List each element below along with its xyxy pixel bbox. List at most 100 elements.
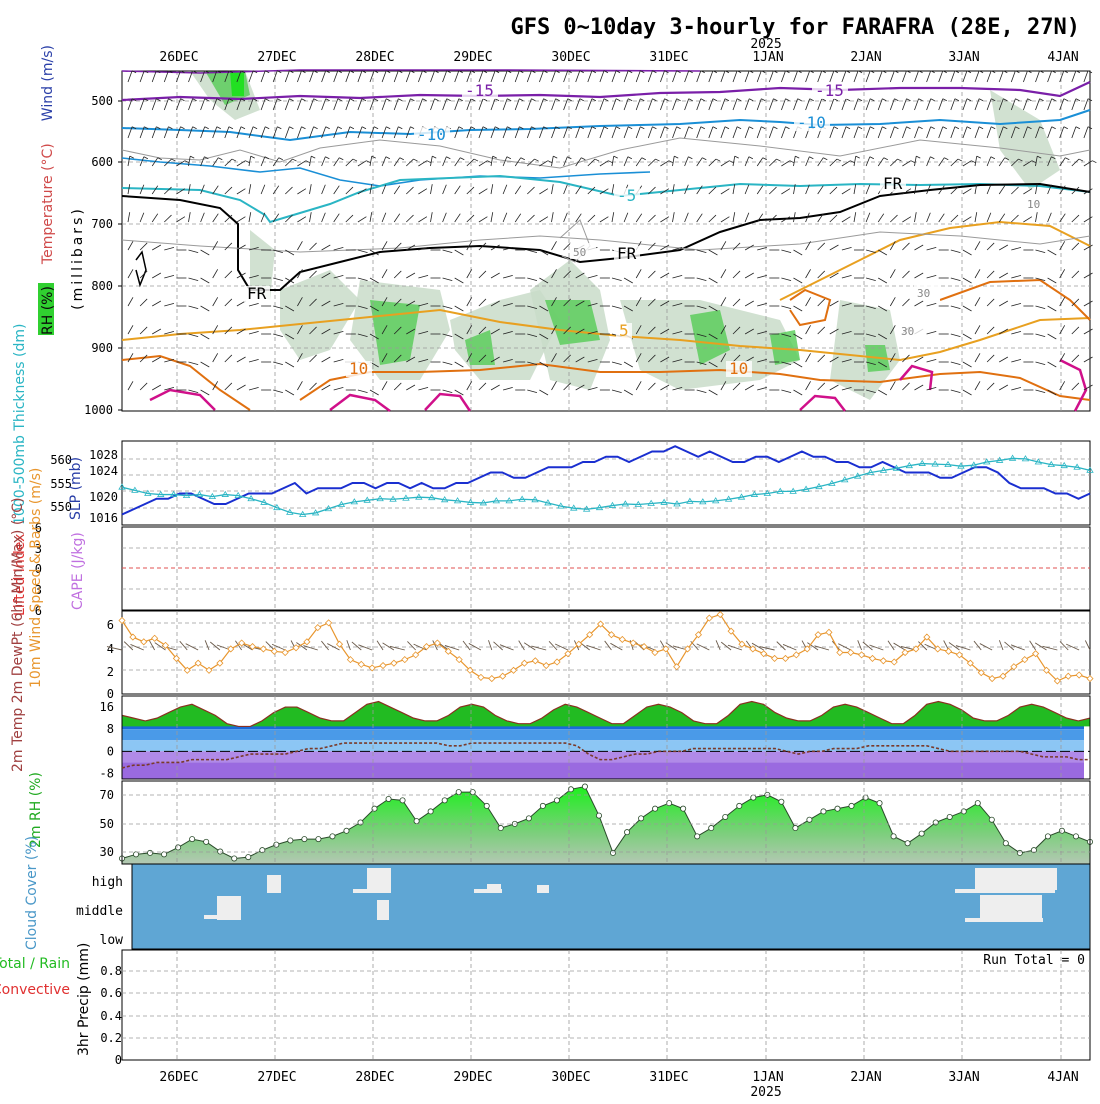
wind-barb [490, 300, 500, 307]
rh-marker [652, 805, 659, 812]
wind-barb-flag [664, 126, 669, 130]
wind-barb [490, 184, 494, 195]
thickness-marker [1021, 455, 1030, 462]
wind-barb [164, 186, 172, 195]
wind-barb [454, 389, 464, 396]
wind-barb [950, 70, 956, 83]
wind-barb [406, 300, 416, 307]
rh-marker [1044, 833, 1051, 840]
wind-barb-flag [567, 98, 572, 102]
wind-barb [974, 297, 981, 307]
thickness-marker [918, 459, 926, 466]
wind-barb-flag [492, 155, 497, 159]
wind-barb [805, 269, 811, 279]
thickness-marker [247, 494, 255, 502]
wind-barb-flag [277, 70, 282, 74]
wind-barb [841, 160, 851, 167]
wind-barb-flag [628, 126, 633, 130]
wind-barb [393, 157, 401, 167]
wind-barb [502, 247, 513, 251]
wind-barb [478, 188, 488, 195]
wind-barb-flag [543, 126, 548, 130]
wind-barb-flag [507, 70, 512, 74]
wind-barb-flag [371, 155, 376, 159]
wind-barb-10m [1065, 643, 1080, 651]
wind-barb-flag [966, 70, 972, 74]
wind-barb [1083, 272, 1093, 279]
wind-speed-marker [825, 628, 833, 636]
wind-barb [950, 98, 956, 111]
wind-barb [309, 270, 317, 279]
wind-barb [865, 156, 871, 167]
wind-barb [998, 126, 1004, 139]
wind-barb [623, 212, 629, 223]
wind-barb [212, 325, 219, 335]
wind-barb-flag [228, 70, 234, 74]
wind-barb [466, 98, 472, 111]
wind-barb [297, 269, 303, 279]
wind-barb [648, 270, 656, 279]
wind-barb-flag [204, 126, 209, 130]
wind-barb-flag [337, 126, 342, 130]
wind-barb [1059, 213, 1066, 223]
wind-barb-10m [751, 642, 764, 651]
rh-marker [778, 798, 785, 805]
wind-barb [672, 359, 683, 363]
wind-barb [345, 126, 351, 139]
wind-barb-flag [373, 126, 379, 130]
wind-barb [599, 188, 609, 195]
wind-barb [950, 214, 959, 223]
date-label-bottom: 4JAN [1047, 1070, 1078, 1085]
wind-speed-marker [890, 658, 898, 666]
wind-barb [793, 156, 796, 167]
thickness-marker [350, 498, 359, 505]
rh-marker [890, 833, 897, 840]
rh-marker [666, 800, 673, 807]
wind-barb-flag [458, 126, 463, 130]
wind-barb [200, 249, 210, 256]
rh-marker [567, 786, 574, 793]
wind-barb [1047, 156, 1052, 167]
wind-barb-flag [1003, 98, 1008, 102]
wind-barb [672, 275, 683, 279]
wind-barb [998, 185, 1006, 195]
wind-speed-marker [705, 614, 713, 622]
wind-barb-flag [218, 157, 223, 161]
wind-barb [926, 387, 937, 391]
thickness-marker [492, 497, 500, 504]
wind-barb [466, 353, 473, 363]
wind-barb [672, 212, 675, 223]
wind-barb [877, 126, 883, 139]
precip-axis-label: 3hr Precip (mm) [76, 943, 92, 1056]
rh-marker [427, 808, 434, 815]
wind-barb [660, 70, 665, 83]
wind-barb-flag [991, 70, 996, 74]
wind-barb [902, 126, 907, 139]
wind-barb-flag [567, 126, 572, 130]
wind-barb-10m [265, 641, 275, 651]
wind-barb [829, 98, 835, 111]
wind-barb [660, 244, 670, 251]
isotherm-minus10 [121, 109, 1091, 142]
contour-label: 30 [917, 287, 930, 300]
wind-barb [744, 300, 754, 307]
wind-barb [732, 298, 741, 307]
wind-barb-flag [857, 70, 863, 74]
rh-y-tick: 70 [100, 788, 114, 802]
wind-barb [720, 269, 727, 279]
thickness-marker [737, 493, 746, 500]
wind-barb [587, 275, 598, 279]
wind-barb-flag [676, 98, 681, 102]
wind-barb-flag [1037, 155, 1042, 159]
wind-barb-flag [712, 98, 718, 102]
wind-barb [454, 361, 464, 368]
wind-barb [829, 186, 838, 195]
wind-barb [962, 277, 972, 284]
wind-barb [1083, 216, 1093, 223]
wind-barb [454, 185, 461, 195]
rh-marker [988, 816, 995, 823]
wind-barb [889, 353, 896, 363]
wind-barb [599, 126, 605, 139]
wind-speed-marker [901, 648, 909, 657]
wind-barb [466, 186, 475, 195]
